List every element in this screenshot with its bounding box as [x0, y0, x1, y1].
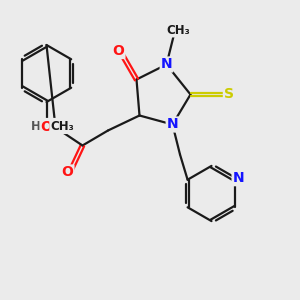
Text: O: O	[112, 44, 124, 58]
Text: N: N	[161, 58, 172, 71]
Text: O: O	[61, 166, 74, 179]
Text: N: N	[167, 118, 178, 131]
Text: CH₃: CH₃	[167, 23, 191, 37]
Text: CH₃: CH₃	[50, 120, 74, 133]
Text: H: H	[31, 119, 41, 133]
Text: N: N	[232, 171, 244, 185]
Text: O: O	[40, 120, 52, 134]
Text: N: N	[45, 119, 57, 133]
Text: S: S	[224, 88, 234, 101]
